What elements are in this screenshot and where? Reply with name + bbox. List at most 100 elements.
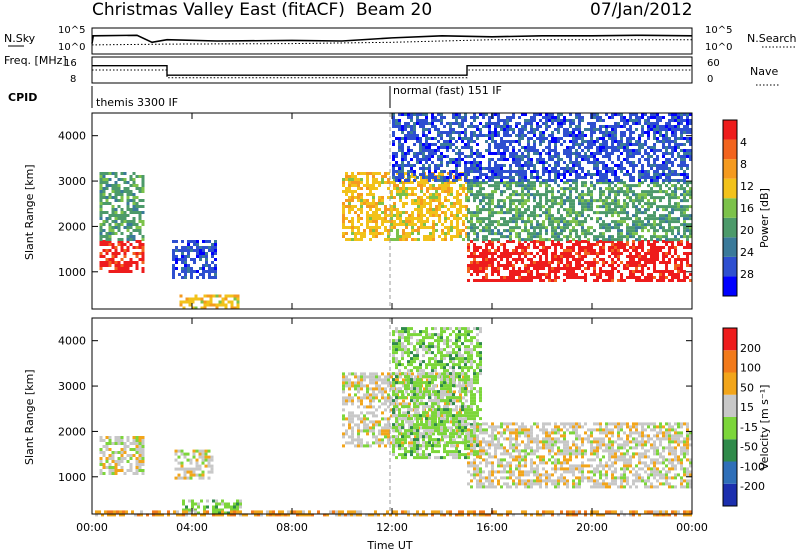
power-cell (181, 249, 184, 252)
power-cell (653, 202, 656, 206)
power-cell (524, 193, 527, 197)
power-cell (114, 175, 118, 178)
power-cell (441, 205, 444, 208)
power-cell (524, 202, 527, 206)
power-cell (449, 158, 452, 161)
power-cell (527, 220, 530, 224)
power-cell (602, 155, 605, 158)
power-cell (575, 261, 578, 264)
power-cell (602, 240, 605, 243)
power-cell (423, 178, 426, 181)
power-cell (401, 158, 404, 161)
power-cell (575, 214, 578, 218)
power-cell (557, 116, 560, 119)
power-cell (554, 252, 557, 255)
power-cell (411, 232, 414, 235)
velocity-cell (203, 508, 206, 512)
power-cell (200, 300, 204, 304)
power-cell (494, 167, 497, 170)
power-cell (384, 226, 387, 229)
power-cell (587, 229, 590, 233)
power-cell (479, 128, 482, 131)
power-cell (384, 211, 387, 214)
power-cell (632, 229, 635, 233)
power-cell (506, 149, 509, 152)
power-cell (569, 252, 572, 255)
power-cell (569, 179, 572, 182)
power-cell (470, 193, 473, 197)
power-cell (470, 187, 473, 191)
power-cell (635, 217, 638, 221)
velocity-cell (378, 432, 381, 436)
power-cell (635, 143, 638, 146)
velocity-cell (120, 469, 124, 472)
power-cell (551, 137, 554, 140)
power-cell (440, 161, 443, 164)
power-cell (506, 146, 509, 149)
power-cell (677, 238, 680, 242)
power-cell (476, 270, 479, 273)
power-cell (470, 164, 473, 167)
power-cell (554, 167, 557, 170)
power-cell (683, 128, 686, 131)
power-cell (665, 122, 668, 125)
power-cell (441, 223, 444, 226)
power-cell (524, 161, 527, 164)
power-cell (392, 155, 395, 158)
power-cell (518, 149, 521, 152)
power-cell (542, 161, 545, 164)
power-cell (437, 131, 440, 134)
power-cell (617, 205, 620, 209)
power-cell (509, 152, 512, 155)
power-cell (626, 149, 629, 152)
power-cell (659, 273, 662, 276)
velocity-cell (120, 466, 124, 469)
power-cell (620, 152, 623, 155)
power-cell (623, 193, 626, 197)
power-cell (581, 226, 584, 230)
power-cell (476, 193, 479, 197)
power-cell (581, 184, 584, 188)
power-cell (521, 128, 524, 131)
power-cell (491, 193, 494, 197)
power-cell (482, 173, 485, 176)
power-cell (542, 181, 545, 185)
power-cell (605, 146, 608, 149)
velocity-cell (198, 476, 202, 480)
power-cell (671, 273, 674, 276)
velocity-cell (183, 473, 187, 477)
power-cell (411, 175, 414, 178)
power-cell (184, 270, 187, 273)
power-cell (444, 214, 447, 217)
power-cell (185, 297, 189, 301)
power-cell (381, 220, 384, 223)
power-cell (114, 232, 118, 235)
velocity-cell (399, 402, 402, 406)
power-cell (578, 122, 581, 125)
velocity-cell (366, 393, 369, 397)
power-cell (175, 255, 178, 258)
power-cell (105, 261, 109, 264)
power-cell (108, 214, 112, 217)
power-cell (581, 116, 584, 119)
power-cell (683, 217, 686, 221)
power-cell (476, 196, 479, 200)
velocity-cell (369, 387, 372, 391)
power-cell (509, 199, 512, 203)
power-cell (683, 246, 686, 249)
power-cell (542, 264, 545, 267)
power-cell (422, 128, 425, 131)
power-cell (560, 226, 563, 230)
velocity-cell (381, 429, 384, 433)
power-cell (560, 243, 563, 246)
velocity-cell (183, 467, 187, 471)
power-cell (632, 193, 635, 197)
power-cell (545, 276, 548, 279)
power-cell (464, 179, 467, 182)
power-cell (441, 202, 444, 205)
velocity-cell (399, 429, 402, 433)
power-cell (527, 184, 530, 188)
power-cell (211, 255, 214, 258)
power-cell (599, 161, 602, 164)
